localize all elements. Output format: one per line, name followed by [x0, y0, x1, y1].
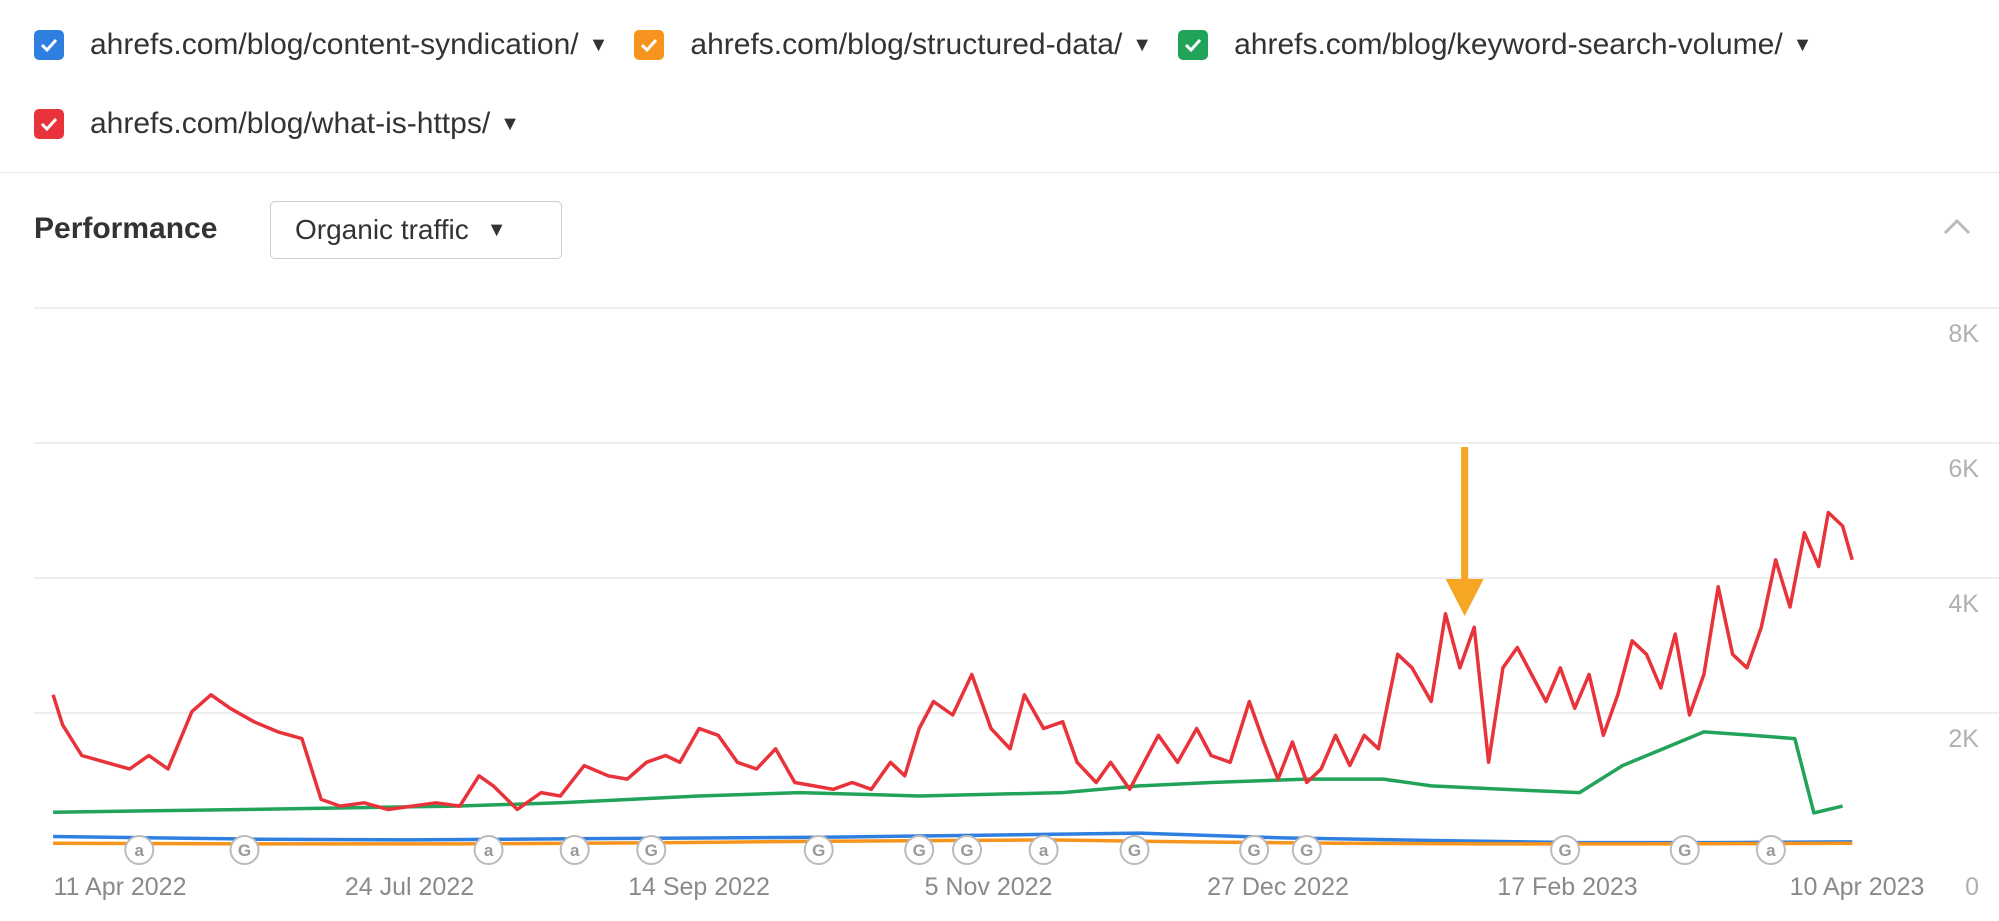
- caret-down-icon: ▼: [486, 218, 507, 241]
- performance-title: Performance: [34, 212, 218, 245]
- x-tick-label: 11 Apr 2022: [54, 873, 187, 901]
- legend-row-2: ahrefs.com/blog/what-is-https/ ▼: [34, 104, 546, 144]
- legend-row-1: ahrefs.com/blog/content-syndication/ ▼ a…: [34, 25, 1838, 65]
- event-marker: [559, 835, 590, 865]
- legend-item-structured-data[interactable]: ahrefs.com/blog/structured-data/ ▼: [634, 28, 1152, 62]
- event-marker-label: G: [812, 841, 825, 860]
- caret-down-icon[interactable]: ▼: [588, 33, 609, 56]
- checkmark-icon[interactable]: [34, 109, 64, 139]
- x-tick-label: 10 Apr 2023: [1790, 873, 1925, 901]
- caret-down-icon[interactable]: ▼: [1792, 33, 1813, 56]
- x-tick-label: 24 Jul 2022: [345, 873, 474, 901]
- series-line: [51, 510, 1854, 812]
- event-marker-label: a: [1766, 841, 1776, 860]
- event-marker: [1028, 835, 1059, 865]
- divider: [0, 172, 1999, 173]
- checkmark-icon[interactable]: [634, 30, 665, 60]
- event-marker-label: G: [238, 841, 251, 860]
- x-tick-label: 17 Feb 2023: [1497, 873, 1637, 901]
- metric-dropdown[interactable]: Organic traffic ▼: [270, 201, 562, 259]
- x-tick-label: 14 Sep 2022: [628, 873, 770, 901]
- y-tick-label: 0: [1965, 873, 1979, 901]
- legend-label: ahrefs.com/blog/structured-data/: [690, 28, 1123, 61]
- event-marker: [229, 835, 260, 865]
- legend-item-keyword-search-volume[interactable]: ahrefs.com/blog/keyword-search-volume/ ▼: [1178, 28, 1812, 62]
- y-tick-label: 2K: [1948, 725, 1979, 753]
- event-marker: [636, 835, 667, 865]
- event-marker-label: a: [570, 841, 580, 860]
- caret-down-icon[interactable]: ▼: [1132, 33, 1153, 56]
- x-tick-label: 27 Dec 2022: [1207, 873, 1349, 901]
- event-marker: [952, 835, 983, 865]
- event-marker-label: G: [645, 841, 658, 860]
- event-marker-label: G: [960, 841, 973, 860]
- traffic-chart: 8K 6K 4K 2K 0 11 Apr 2022 24 Jul 2022 14 Sep 20…: [34, 307, 1999, 901]
- event-marker: [1119, 835, 1150, 865]
- legend-item-content-syndication[interactable]: ahrefs.com/blog/content-syndication/ ▼: [34, 28, 608, 62]
- event-marker: [1755, 835, 1786, 865]
- arrow-down-icon: [1445, 579, 1484, 616]
- metric-dropdown-label: Organic traffic: [295, 214, 469, 245]
- legend-item-what-is-https[interactable]: ahrefs.com/blog/what-is-https/ ▼: [34, 107, 520, 141]
- series-line: [53, 730, 1844, 815]
- event-marker-label: G: [1559, 841, 1572, 860]
- y-tick-label: 8K: [1948, 320, 1979, 348]
- event-marker: [1669, 835, 1700, 865]
- legend-label: ahrefs.com/blog/what-is-https/: [90, 107, 491, 140]
- legend-label: ahrefs.com/blog/keyword-search-volume/: [1234, 28, 1783, 61]
- event-marker-label: G: [1248, 841, 1261, 860]
- event-marker-label: a: [135, 841, 145, 860]
- event-marker: [1239, 835, 1270, 865]
- checkmark-icon[interactable]: [1178, 30, 1209, 60]
- event-marker: [124, 835, 155, 865]
- event-marker-label: a: [484, 841, 494, 860]
- event-marker-label: G: [1128, 841, 1141, 860]
- y-tick-label: 6K: [1948, 455, 1979, 483]
- event-marker-label: G: [1300, 841, 1313, 860]
- event-marker-label: a: [1039, 841, 1049, 860]
- event-marker: [1550, 835, 1581, 865]
- event-marker: [1291, 835, 1322, 865]
- y-tick-label: 4K: [1948, 590, 1979, 618]
- event-marker-label: G: [913, 841, 926, 860]
- event-marker: [473, 835, 504, 865]
- legend-label: ahrefs.com/blog/content-syndication/: [90, 28, 579, 61]
- caret-down-icon[interactable]: ▼: [500, 112, 520, 135]
- event-marker: [904, 835, 935, 865]
- checkmark-icon[interactable]: [34, 30, 64, 60]
- chevron-up-icon[interactable]: [1940, 212, 1974, 242]
- event-marker: [803, 835, 834, 865]
- x-tick-label: 5 Nov 2022: [925, 873, 1053, 901]
- event-marker-label: G: [1678, 841, 1691, 860]
